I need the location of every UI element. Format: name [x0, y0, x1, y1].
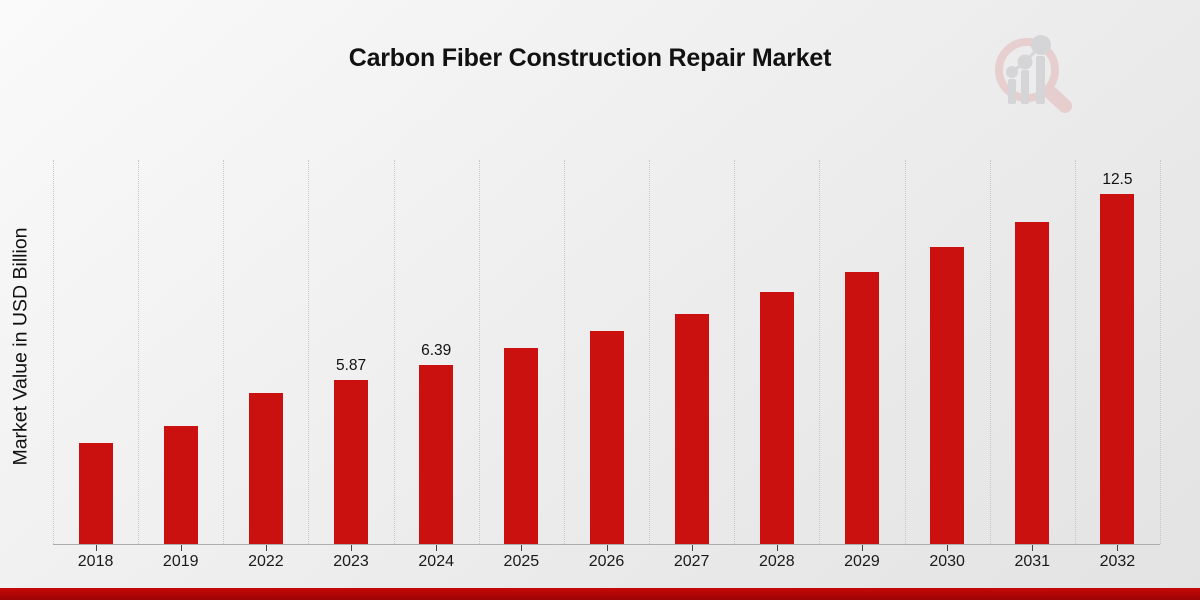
brand-magnifier-chart-logo-icon [995, 35, 1072, 113]
gridline [53, 160, 54, 544]
x-tick [95, 545, 97, 551]
y-axis-label: Market Value in USD Billion [9, 227, 32, 466]
magnifier-handle [1044, 86, 1072, 113]
x-tick [1032, 545, 1034, 551]
x-tick-label-2028: 2028 [759, 553, 795, 570]
gridline [308, 160, 310, 544]
footer-accent-bar [0, 588, 1200, 600]
gridline [819, 160, 821, 544]
bar-2018 [78, 443, 113, 544]
bar-2028 [759, 291, 794, 544]
x-tick [861, 545, 863, 551]
logo-dot-large [1031, 35, 1051, 55]
logo-bar-small [1008, 79, 1016, 104]
logo-dot-small [1006, 66, 1018, 78]
x-tick [436, 545, 438, 551]
x-tick-label-2027: 2027 [673, 553, 710, 570]
x-tick [521, 545, 523, 551]
gridline [904, 160, 906, 544]
gridline [478, 160, 480, 544]
gridline [649, 160, 651, 544]
gridline [1160, 160, 1161, 544]
bar-2029 [844, 272, 879, 544]
x-tick [265, 545, 267, 551]
x-tick-label-2025: 2025 [503, 553, 540, 570]
bar-value-label: 12.5 [1102, 170, 1133, 188]
gridline [734, 160, 736, 544]
x-tick-label-2019: 2019 [162, 553, 199, 570]
x-tick-label-2022: 2022 [248, 553, 284, 570]
bar-2027 [674, 314, 709, 544]
gridline [563, 160, 565, 544]
x-tick [180, 545, 182, 551]
x-tick [691, 545, 693, 551]
logo-dot-medium [1017, 54, 1033, 70]
bar-2022 [248, 392, 283, 544]
x-tick [351, 545, 353, 551]
x-tick [606, 545, 608, 551]
x-tick-label-2018: 2018 [77, 553, 114, 570]
gridline [1074, 160, 1076, 544]
gridline [989, 160, 991, 544]
bar-value-label: 5.87 [335, 356, 367, 374]
bar-2030 [930, 246, 965, 544]
x-tick-label-2031: 2031 [1014, 553, 1051, 570]
logo-bar-tall [1036, 56, 1045, 104]
logo-bar-medium [1021, 70, 1029, 104]
x-tick-label-2026: 2026 [588, 553, 625, 570]
bar-2025 [504, 347, 539, 544]
x-tick-label-2029: 2029 [844, 553, 880, 570]
bar-2023 [334, 379, 369, 544]
gridline [393, 160, 395, 544]
x-tick-label-2023: 2023 [333, 553, 369, 570]
bar-2024 [419, 364, 454, 544]
gridline [138, 160, 140, 544]
x-tick-label-2032: 2032 [1099, 553, 1136, 570]
plot-area: 5.87 6.39 12.5 [53, 160, 1161, 545]
gridline [223, 160, 225, 544]
chart-title: Carbon Fiber Construction Repair Market [348, 44, 832, 72]
bar-value-label: 6.39 [421, 341, 452, 359]
x-tick [947, 545, 949, 551]
bar-2032 [1100, 193, 1135, 544]
bar-2019 [163, 426, 198, 544]
x-tick-label-2030: 2030 [929, 553, 965, 570]
x-tick-label-2024: 2024 [418, 553, 454, 570]
x-tick [776, 545, 778, 551]
x-tick [1117, 545, 1119, 551]
bar-2026 [589, 331, 624, 544]
bar-2031 [1015, 221, 1050, 544]
x-axis: 2018 2019 2022 2023 2024 2025 2026 2027 2028 2029… [53, 545, 1160, 579]
